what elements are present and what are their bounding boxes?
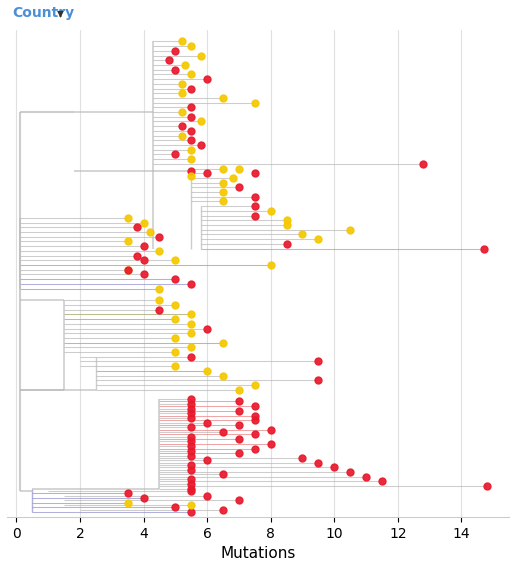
Text: Country: Country bbox=[12, 6, 74, 20]
Text: ▾: ▾ bbox=[57, 6, 64, 20]
X-axis label: Mutations: Mutations bbox=[220, 546, 296, 561]
